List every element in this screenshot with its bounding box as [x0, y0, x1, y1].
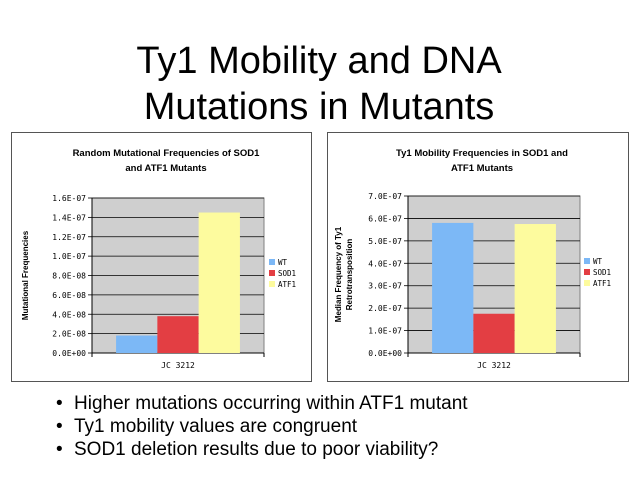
bar-wt [116, 335, 158, 353]
legend-swatch-sod1 [584, 269, 590, 275]
bar-atf1 [514, 224, 556, 353]
legend-swatch-sod1 [269, 270, 275, 276]
bullet-item: Ty1 mobility values are congruent [56, 415, 468, 438]
legend-swatch-atf1 [584, 280, 590, 286]
bullet-list: Higher mutations occurring within ATF1 m… [56, 392, 468, 461]
y-tick-label: 4.0E-07 [368, 259, 402, 268]
bar-wt [432, 222, 474, 353]
legend-label: WT [278, 258, 288, 267]
chart-title-line: and ATF1 Mutants [125, 163, 206, 174]
mutational-frequency-chart: Random Mutational Frequencies of SOD1 and… [11, 132, 312, 382]
legend-label: ATF1 [278, 280, 296, 289]
ty1-mobility-chart-svg: Ty1 Mobility Frequencies in SOD1 and ATF1… [334, 148, 611, 370]
legend-swatch-wt [584, 258, 590, 264]
x-category-label: JC 3212 [477, 361, 511, 370]
legend-swatch-wt [269, 259, 275, 265]
y-tick-label: 6.0E-08 [52, 291, 86, 300]
bar-sod1 [473, 313, 515, 353]
chart-title-line: Random Mutational Frequencies of SOD1 [73, 148, 261, 159]
y-axis-title: Median Frequency of Ty1 [334, 226, 343, 322]
slide-title-line-2: Mutations in Mutants [143, 86, 495, 128]
y-tick-label: 1.4E-07 [52, 213, 86, 222]
y-tick-label: 2.0E-08 [52, 330, 86, 339]
legend-label: ATF1 [593, 279, 611, 288]
y-axis-title: Retrotransposition [345, 239, 354, 311]
x-category-label: JC 3212 [161, 361, 195, 370]
y-tick-label: 1.0E-07 [52, 252, 86, 261]
y-tick-label: 0.0E+00 [52, 349, 86, 358]
legend-label: SOD1 [593, 268, 611, 277]
legend-swatch-atf1 [269, 281, 275, 287]
chart-title-line: ATF1 Mutants [451, 163, 513, 174]
y-tick-label: 0.0E+00 [368, 349, 402, 358]
y-tick-label: 1.0E-07 [368, 327, 402, 336]
legend-label: SOD1 [278, 269, 296, 278]
y-tick-label: 2.0E-07 [368, 304, 402, 313]
slide-title-line-1: Ty1 Mobility and DNA [136, 40, 502, 82]
y-tick-label: 1.6E-07 [52, 194, 86, 203]
legend-label: WT [593, 257, 603, 266]
chart-title-line: Ty1 Mobility Frequencies in SOD1 and [396, 148, 568, 159]
y-tick-label: 4.0E-08 [52, 310, 86, 319]
y-tick-label: 1.2E-07 [52, 233, 86, 242]
bar-atf1 [198, 212, 240, 353]
bullet-item: Higher mutations occurring within ATF1 m… [56, 392, 468, 415]
y-tick-label: 5.0E-07 [368, 237, 402, 246]
y-tick-label: 7.0E-07 [368, 192, 402, 201]
bullet-item: SOD1 deletion results due to poor viabil… [56, 438, 468, 461]
slide-title: Ty1 Mobility and DNA Mutations in Mutant… [0, 38, 638, 130]
y-tick-label: 3.0E-07 [368, 282, 402, 291]
bar-sod1 [157, 316, 199, 353]
ty1-mobility-chart: Ty1 Mobility Frequencies in SOD1 and ATF1… [327, 132, 629, 382]
y-axis-title: Mutational Frequencies [21, 230, 30, 320]
y-tick-label: 6.0E-07 [368, 214, 402, 223]
mutational-frequency-chart-svg: Random Mutational Frequencies of SOD1 and… [21, 148, 296, 370]
y-tick-label: 8.0E-08 [52, 272, 86, 281]
